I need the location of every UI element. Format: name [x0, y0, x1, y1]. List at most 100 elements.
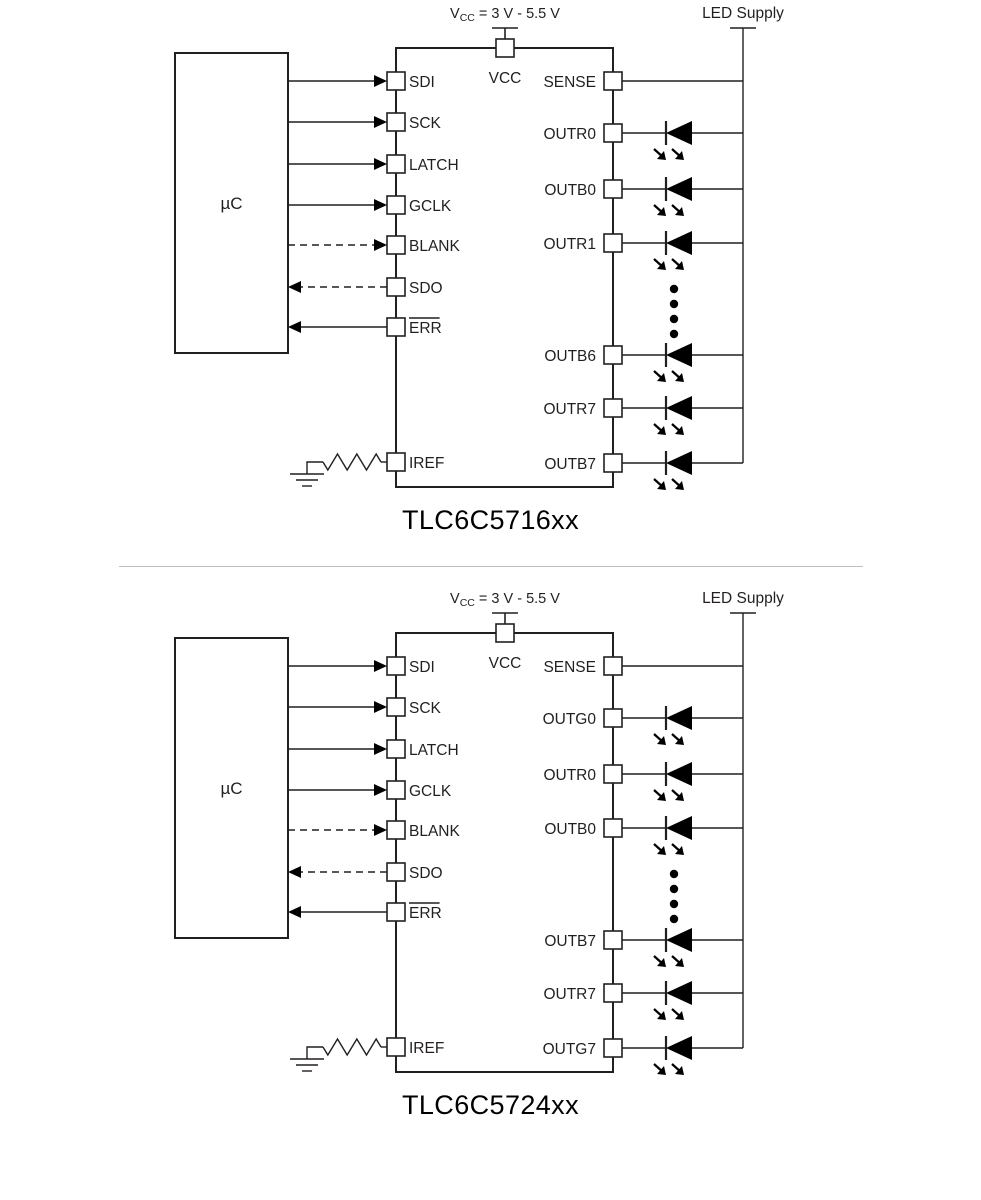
ellipsis-dot — [669, 869, 679, 879]
led-emission-arrow-outg7-0 — [653, 1063, 666, 1075]
emission-head — [675, 736, 684, 745]
led-emission-arrow-outg0-1 — [671, 733, 684, 745]
emission-head — [657, 792, 666, 801]
led-emission-arrow-outr7-1 — [671, 1008, 684, 1020]
left-pin-latch: LATCH — [288, 739, 459, 759]
left-pin-sdo: SDO — [288, 277, 443, 297]
pin-label-sck: SCK — [409, 115, 442, 132]
led-emission-arrow-outr7-0 — [653, 1008, 666, 1020]
left-pin-sdo: SDO — [288, 862, 443, 882]
emission-head — [657, 207, 666, 216]
pin-box-outb7 — [603, 930, 623, 950]
led-triangle-outr1 — [666, 231, 692, 255]
output-pin-outb0: OUTB0 — [544, 177, 743, 216]
output-pin-outr1: OUTR1 — [543, 231, 743, 270]
pin-box-outg7 — [603, 1038, 623, 1058]
pin-box-outb6 — [603, 345, 623, 365]
pin-label-outb7: OUTB7 — [544, 456, 596, 473]
arrow-gclk — [374, 199, 387, 211]
led-emission-arrow-outr7-0 — [653, 423, 666, 435]
ellipsis-dot — [669, 914, 679, 924]
pin-label-iref: IREF — [409, 1040, 444, 1057]
left-pin-err: ERR — [288, 902, 442, 922]
emission-head — [675, 846, 684, 855]
pin-iref — [386, 1037, 406, 1057]
arrow-sdi — [374, 75, 387, 87]
led-emission-arrow-outb0-1 — [671, 204, 684, 216]
emission-head — [675, 261, 684, 270]
pin-label-sense: SENSE — [543, 659, 596, 676]
pin-label-outb7: OUTB7 — [544, 933, 596, 950]
pin-label-sdi: SDI — [409, 659, 435, 676]
pin-label-latch: LATCH — [409, 157, 459, 174]
output-ellipsis — [669, 869, 679, 924]
output-pin-outr0: OUTR0 — [543, 121, 743, 160]
pin-box-outg0 — [603, 708, 623, 728]
pin-vcc — [495, 623, 515, 643]
pin-label-blank: BLANK — [409, 238, 460, 255]
emission-head — [657, 846, 666, 855]
emission-head — [657, 736, 666, 745]
ellipsis-dot — [669, 884, 679, 894]
led-triangle-outb7 — [666, 451, 692, 475]
led-emission-arrow-outr0-0 — [653, 148, 666, 160]
led-emission-arrow-outb0-0 — [653, 843, 666, 855]
output-pin-outb6: OUTB6 — [544, 343, 743, 382]
led-emission-arrow-outb0-0 — [653, 204, 666, 216]
led-emission-arrow-outb6-0 — [653, 370, 666, 382]
pin-label-err: ERR — [409, 320, 442, 337]
left-pin-gclk: GCLK — [288, 195, 452, 215]
pin-label-sdo: SDO — [409, 865, 443, 882]
mcu-box — [174, 52, 289, 354]
arrow-sdo — [288, 281, 301, 293]
emission-head — [675, 426, 684, 435]
led-triangle-outr0 — [666, 121, 692, 145]
resistor-iref — [322, 1037, 382, 1057]
pin-box-err — [386, 317, 406, 337]
pin-box-gclk — [386, 780, 406, 800]
pin-box-outb7 — [603, 453, 623, 473]
ground-wire — [306, 1046, 323, 1059]
pin-box-latch — [386, 154, 406, 174]
led-emission-arrow-outr0-1 — [671, 789, 684, 801]
pin-sense — [603, 656, 623, 676]
output-pin-outg0: OUTG0 — [543, 706, 743, 745]
pin-label-sense: SENSE — [543, 74, 596, 91]
pin-label-outg7: OUTG7 — [543, 1041, 596, 1058]
ellipsis-dot — [669, 284, 679, 294]
pin-box-latch — [386, 739, 406, 759]
led-triangle-outg7 — [666, 1036, 692, 1060]
chip-body-bottom — [395, 462, 614, 488]
pin-box-blank — [386, 820, 406, 840]
diagram-tlc6c5724: µC VCC VCC = 3 V - 5.5 V LED Supply SENSE SDI… — [0, 585, 981, 1121]
led-emission-arrow-outb0-1 — [671, 843, 684, 855]
pin-label-outb0: OUTB0 — [544, 182, 596, 199]
emission-head — [675, 373, 684, 382]
arrow-sdo — [288, 866, 301, 878]
pin-box-outb0 — [603, 818, 623, 838]
arrow-err — [288, 321, 301, 333]
pin-box-outr0 — [603, 123, 623, 143]
led-emission-arrow-outb7-0 — [653, 478, 666, 490]
pin-label-outr7: OUTR7 — [543, 986, 596, 1003]
led-emission-arrow-outr0-1 — [671, 148, 684, 160]
pin-label-sdi: SDI — [409, 74, 435, 91]
pin-box-sdi — [386, 656, 406, 676]
left-pin-blank: BLANK — [288, 235, 460, 255]
output-pin-outr7: OUTR7 — [543, 981, 743, 1020]
ellipsis-dot — [669, 299, 679, 309]
led-emission-arrow-outr1-1 — [671, 258, 684, 270]
arrow-latch — [374, 743, 387, 755]
led-triangle-outb0 — [666, 177, 692, 201]
output-pin-outr7: OUTR7 — [543, 396, 743, 435]
led-triangle-outr7 — [666, 981, 692, 1005]
led-supply-label: LED Supply — [702, 5, 784, 22]
pin-label-outr1: OUTR1 — [543, 236, 596, 253]
pin-box-outr0 — [603, 764, 623, 784]
pin-box-sdi — [386, 71, 406, 91]
output-pin-outb7: OUTB7 — [544, 928, 743, 967]
arrow-sck — [374, 116, 387, 128]
left-pin-blank: BLANK — [288, 820, 460, 840]
emission-head — [657, 151, 666, 160]
emission-head — [675, 958, 684, 967]
